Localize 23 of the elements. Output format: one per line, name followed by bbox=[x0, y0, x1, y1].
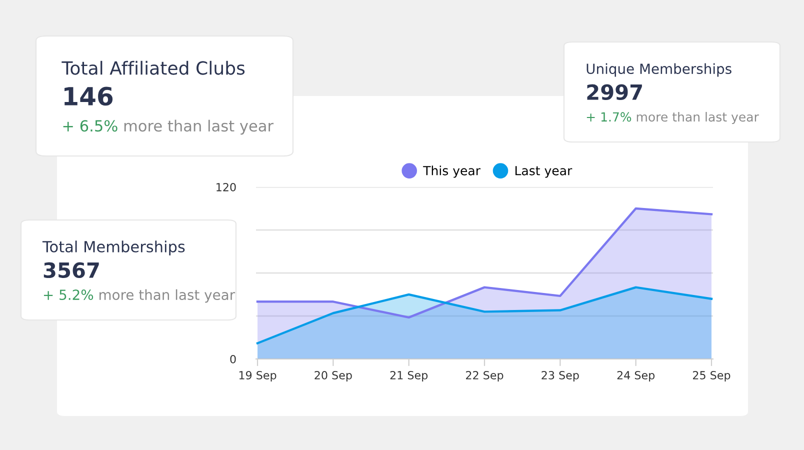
text: 3567 bbox=[44, 262, 99, 278]
text: Unique Memberships bbox=[586, 63, 732, 77]
x-tick-label: 23 Sep bbox=[542, 371, 579, 382]
text: + 6.5% bbox=[63, 120, 118, 132]
text: + 1.7% bbox=[586, 112, 632, 122]
y-tick-label: 120 bbox=[216, 182, 236, 192]
text: Total Affiliated Clubs bbox=[62, 60, 245, 75]
x-tick-label: 21 Sep bbox=[390, 371, 428, 382]
text: more than last year bbox=[124, 120, 274, 135]
text: more than last year bbox=[636, 112, 759, 124]
legend-label: This year bbox=[423, 166, 481, 178]
x-tick-label: 22 Sep bbox=[466, 371, 504, 382]
y-tick-label: 0 bbox=[230, 354, 236, 364]
x-tick-label: 24 Sep bbox=[617, 371, 655, 382]
x-tick-label: 25 Sep bbox=[692, 371, 730, 382]
x-tick-label: 19 Sep bbox=[239, 371, 276, 382]
x-tick-label: 20 Sep bbox=[314, 371, 352, 382]
text: + 5.2% bbox=[44, 290, 94, 300]
text: more than last year bbox=[100, 289, 236, 303]
text: 146 bbox=[64, 86, 113, 106]
text: Total Memberships bbox=[42, 240, 185, 256]
legend-label: Last year bbox=[515, 166, 572, 178]
text: 2997 bbox=[587, 84, 642, 100]
